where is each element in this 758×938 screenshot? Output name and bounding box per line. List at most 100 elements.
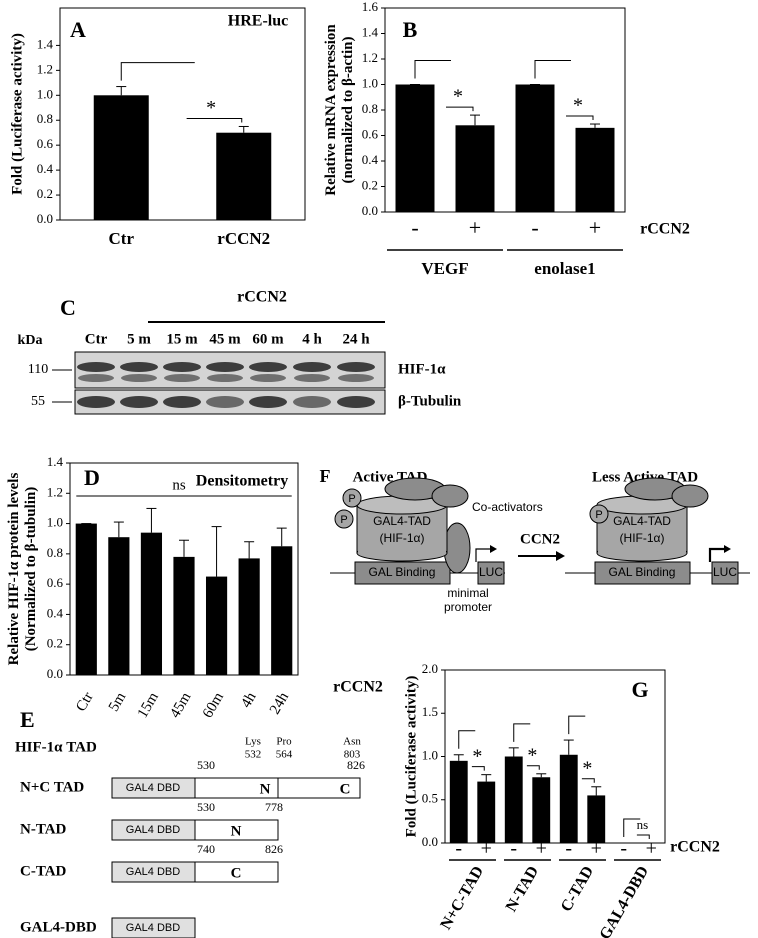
y-tick-label: 0.2: [37, 186, 53, 201]
x-tick-label: 5m: [106, 689, 130, 714]
domain-label: GAL4 DBD: [126, 824, 180, 836]
lane-label: 15 m: [166, 331, 198, 347]
tad-box: [194, 861, 279, 883]
segment-label: C: [231, 865, 242, 881]
y-tick-label: 0.6: [362, 126, 379, 141]
blot-band: [120, 362, 158, 372]
x-tick-label: 4h: [238, 689, 260, 710]
site-residue: Lys: [245, 736, 261, 748]
construct-label: GAL4-DBD: [20, 919, 97, 935]
arrow-label: CCN2: [520, 531, 560, 547]
x-tick-label: -: [455, 838, 462, 860]
bar: [455, 125, 495, 212]
y-tick-label: 1.6: [362, 0, 379, 14]
y-tick-label: 0.8: [47, 545, 63, 560]
y-tick-label: 0.8: [37, 111, 53, 126]
dbd-box: [111, 917, 196, 938]
bar: [532, 777, 551, 843]
significance-label: *: [573, 95, 583, 117]
blot-band: [163, 396, 201, 408]
bar: [205, 576, 228, 675]
group-label: N+C-TAD: [437, 863, 487, 932]
reporter-label: LUC: [713, 565, 737, 579]
domain-label: GAL4 DBD: [126, 782, 180, 794]
comparison-bracket: [568, 715, 586, 735]
x-tick-label: 60m: [200, 689, 227, 720]
x-tick-label: +: [536, 838, 547, 860]
y-tick-label: 1.0: [422, 747, 438, 762]
binding-site: [594, 561, 691, 585]
group-label: GAL4-DBD: [597, 863, 653, 938]
reporter-label: LUC: [479, 565, 503, 579]
group-label: N-TAD: [503, 863, 542, 914]
marker-label: 55: [31, 394, 45, 409]
x-tick-label: +: [646, 838, 657, 860]
bar: [238, 558, 260, 675]
y-tick-label: 0.2: [362, 177, 378, 192]
tad-label: (HIF-1α): [380, 531, 425, 545]
blot-band: [164, 374, 200, 382]
comparison-bracket: [566, 115, 594, 121]
site-residue: Pro: [276, 736, 292, 748]
unit-label: kDa: [18, 333, 43, 348]
y-tick-label: 0.0: [47, 666, 63, 681]
blot-band: [250, 374, 286, 382]
blot-band: [294, 374, 330, 382]
comparison-bracket: [186, 117, 243, 123]
blot-band: [249, 396, 287, 408]
blot-band: [293, 396, 331, 408]
residue-number: 530: [197, 800, 215, 814]
blot-band: [77, 362, 115, 372]
bar: [575, 127, 615, 212]
significance-label: ns: [637, 817, 649, 832]
blot-band: [206, 396, 244, 408]
marker-label: 110: [28, 362, 48, 377]
y-tick-label: 0.5: [422, 791, 438, 806]
y-tick-label: 0.6: [47, 575, 64, 590]
y-tick-label: 0.0: [37, 211, 53, 226]
blot-band: [78, 374, 114, 382]
x-tick-label: +: [589, 215, 601, 240]
y-tick-label: 0.4: [362, 152, 379, 167]
domain-label: GAL4 DBD: [126, 866, 180, 878]
domain-label: GAL4 DBD: [126, 922, 180, 934]
residue-number: 778: [265, 800, 283, 814]
lane-label: 5 m: [127, 331, 151, 347]
site-position: 532: [245, 749, 262, 761]
promoter-label: minimal: [447, 586, 488, 600]
site-position: 803: [344, 749, 361, 761]
bar: [515, 84, 555, 212]
y-axis-label: Relative HIF-1α protein levels: [6, 473, 22, 666]
y-tick-label: 1.0: [362, 75, 378, 90]
lane-label: Ctr: [85, 331, 108, 347]
bar: [587, 795, 606, 843]
x-tick-label: -: [565, 838, 572, 860]
blot-band: [207, 374, 243, 382]
protein-label: β-Tubulin: [398, 393, 462, 409]
tad-label: GAL4-TAD: [373, 514, 431, 528]
reporter-box: [711, 561, 739, 585]
phosphate: [342, 488, 362, 508]
coactivator: [671, 484, 709, 508]
lane-label: 24 h: [342, 331, 370, 347]
promoter-label: promoter: [444, 600, 492, 614]
y-tick-label: 1.2: [362, 50, 378, 65]
residue-number: 826: [347, 758, 365, 772]
comparison-bracket: [414, 60, 451, 79]
x-tick-label: Ctr: [73, 690, 96, 715]
comparison-bracket: [581, 778, 595, 783]
comparison-bracket: [513, 723, 531, 742]
y-tick-label: 1.2: [37, 61, 53, 76]
phosphate: [589, 504, 609, 524]
y-tick-label: 1.4: [362, 24, 379, 39]
blot-band: [249, 362, 287, 372]
bar: [108, 537, 130, 675]
site-position: 564: [276, 749, 293, 761]
chart-title: HRE-luc: [228, 13, 288, 30]
x-axis-label: rCCN2: [333, 679, 383, 696]
y-tick-label: 1.2: [47, 484, 63, 499]
y-axis-label: Fold (Luciferase activity): [403, 676, 419, 838]
comparison-bracket: [120, 62, 195, 81]
blot-band: [77, 396, 115, 408]
